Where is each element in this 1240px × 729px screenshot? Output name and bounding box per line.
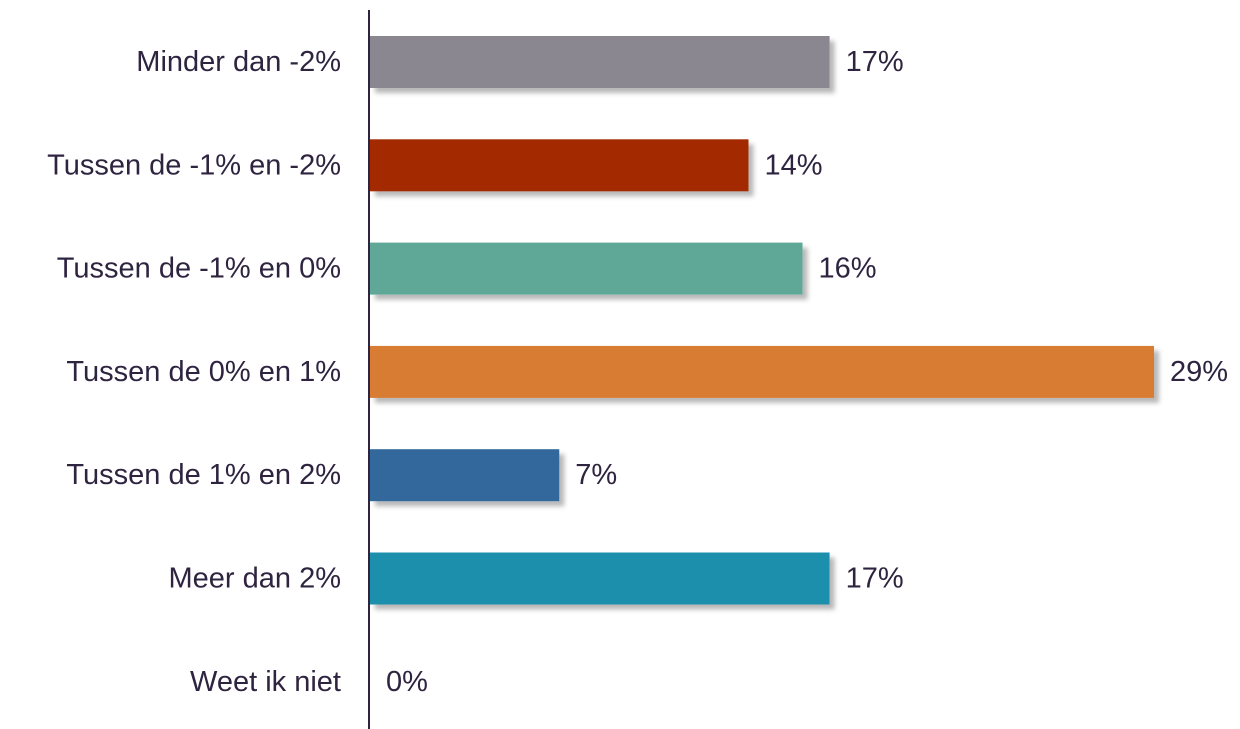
value-label: 17%	[846, 563, 904, 595]
bar	[370, 36, 830, 88]
bar	[370, 552, 830, 605]
labels-group: Minder dan -2% 17% Tussen de -1% en -2% 14%…	[47, 46, 1228, 698]
bar	[370, 139, 749, 192]
category-label: Tussen de -1% en 0%	[57, 253, 341, 285]
value-label: 17%	[846, 46, 904, 78]
bar	[370, 242, 803, 295]
value-label: 7%	[575, 459, 617, 491]
value-label: 29%	[1170, 356, 1228, 388]
category-label: Tussen de 0% en 1%	[66, 356, 341, 388]
value-label: 14%	[764, 149, 822, 181]
category-label: Meer dan 2%	[169, 563, 342, 595]
category-label: Weet ik niet	[190, 666, 341, 698]
value-label: 16%	[819, 253, 877, 285]
bar	[370, 345, 1154, 398]
category-label: Minder dan -2%	[136, 46, 341, 78]
category-label: Tussen de -1% en -2%	[47, 149, 341, 181]
bars-group	[370, 36, 1154, 605]
bar	[370, 449, 560, 502]
category-label: Tussen de 1% en 2%	[66, 459, 341, 491]
value-label: 0%	[386, 666, 428, 698]
